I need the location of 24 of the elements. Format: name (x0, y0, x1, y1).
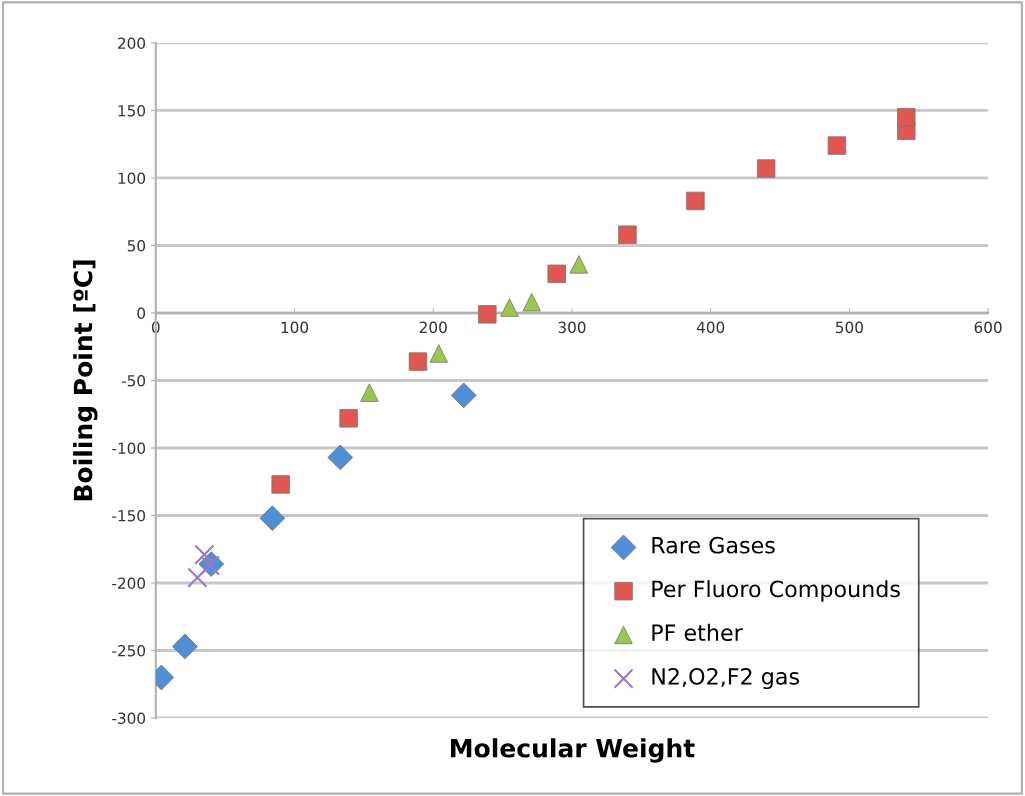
y-tick-label: -50 (121, 374, 146, 387)
y-tick-label: 150 (118, 104, 146, 117)
y-tick-label: -200 (112, 577, 146, 590)
x-tick-label: 300 (558, 321, 586, 334)
x-tick-label: 500 (835, 321, 863, 334)
x-tick-label: 400 (696, 321, 725, 334)
legend-label: Per Fluoro Compounds (652, 580, 900, 602)
y-tick-label: 0 (137, 307, 146, 320)
y-tick-label: 50 (127, 239, 146, 252)
y-axis-title: Boiling Point [ºC] (73, 260, 98, 501)
y-tick-label: -250 (112, 644, 146, 657)
y-tick-label: -300 (112, 712, 146, 725)
legend-label: N2,O2,F2 gas (652, 667, 799, 690)
x-tick-label: 100 (281, 321, 309, 334)
point (187, 567, 208, 588)
legend-label: Rare Gases (652, 536, 775, 554)
x-axis-title: Molecular Weight (450, 738, 695, 763)
x-tick-label: 600 (974, 321, 1002, 334)
y-tick-label: -100 (112, 442, 146, 455)
y-tick-label: 200 (118, 37, 146, 50)
x-tick-label: 200 (419, 321, 447, 334)
y-tick-label: 100 (118, 172, 146, 185)
legend-label: PF ether (652, 623, 743, 642)
y-tick-label: -150 (112, 509, 146, 522)
